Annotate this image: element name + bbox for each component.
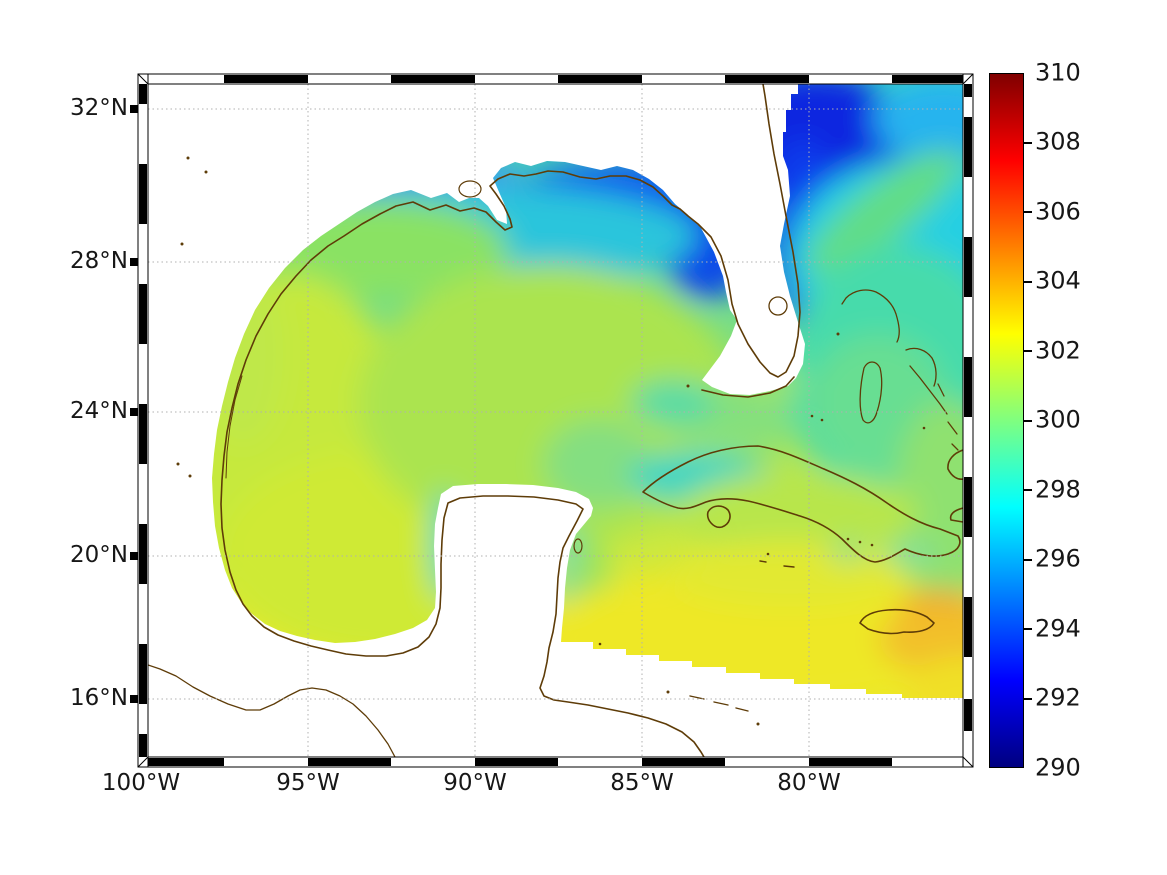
coastline-mainland (220, 84, 801, 757)
lat-label-16n: 16°N (70, 684, 128, 711)
colorbar-label-302: 302 (1035, 336, 1081, 365)
colorbar-tick (1024, 281, 1032, 283)
coastline-long-island (937, 383, 959, 451)
coastline-pacific (148, 664, 396, 757)
lake-okeechobee (768, 296, 788, 316)
lon-label-90w: 90°W (443, 770, 507, 796)
lat-label-32n: 32°N (70, 94, 128, 121)
lat-ticks (130, 105, 138, 703)
coastline-hispaniola-south (949, 507, 963, 523)
coastline-exuma (909, 365, 948, 415)
colorbar-tick (1024, 420, 1032, 422)
colorbar-label-298: 298 (1035, 475, 1081, 504)
land-nodata-mask (148, 84, 963, 757)
lon-label-85w: 85°W (610, 770, 674, 796)
colorbar (989, 73, 1024, 768)
colorbar-label-300: 300 (1035, 405, 1081, 434)
lat-label-28n: 28°N (70, 247, 128, 274)
coastline-eleuthera (905, 347, 937, 387)
colorbar-label-306: 306 (1035, 197, 1081, 226)
coastline-grand-bahama-abaco (841, 289, 900, 343)
coastline-cuba (642, 445, 961, 563)
colorbar-tick (1024, 489, 1032, 491)
map-frame (130, 73, 974, 768)
laguna-madre (225, 375, 243, 479)
colorbar-label-292: 292 (1035, 683, 1081, 712)
colorbar-label-308: 308 (1035, 127, 1081, 156)
lon-label-100w: 100°W (101, 770, 181, 796)
colorbar-label-296: 296 (1035, 544, 1081, 573)
lat-label-20n: 20°N (70, 541, 128, 568)
lon-label-95w: 95°W (276, 770, 340, 796)
colorbar-tick (1024, 350, 1032, 352)
colorbar-label-310: 310 (1035, 58, 1081, 87)
lake-pontchartrain (458, 180, 482, 198)
gridlines (148, 84, 963, 757)
isla-juventud (706, 505, 731, 529)
colorbar-label-294: 294 (1035, 614, 1081, 643)
coastline-cozumel (573, 538, 583, 554)
lat-label-24n: 24°N (70, 397, 128, 424)
coastline-hispaniola (947, 449, 963, 480)
coastline-florida-keys (701, 376, 795, 398)
colorbar-tick (1024, 698, 1032, 700)
island-specks (176, 156, 926, 726)
coastline-cayman (759, 560, 795, 568)
lon-label-80w: 80°W (777, 770, 841, 796)
colorbar-tick (1024, 211, 1032, 213)
coastline-jamaica (859, 608, 935, 635)
colorbar-tick (1024, 559, 1032, 561)
colorbar-tick (1024, 142, 1032, 144)
colorbar-label-290: 290 (1035, 753, 1081, 782)
colorbar-label-304: 304 (1035, 266, 1081, 295)
coastlines (148, 84, 963, 757)
colorbar-tick (1024, 628, 1032, 630)
